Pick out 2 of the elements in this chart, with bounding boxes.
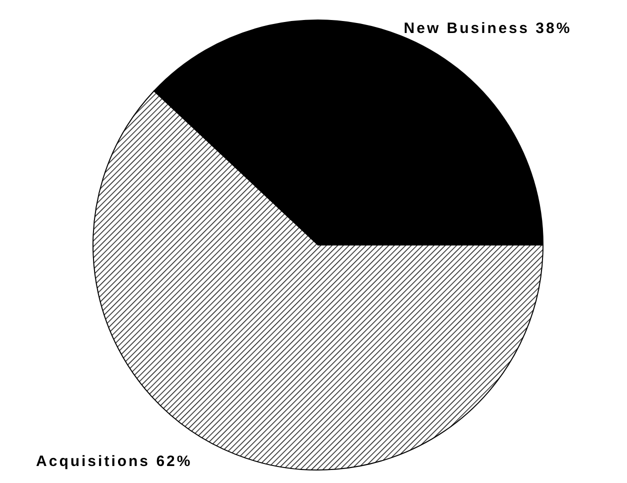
slice-label: New Business 38% xyxy=(404,20,572,37)
slice-label: Acquisitions 62% xyxy=(36,453,192,470)
